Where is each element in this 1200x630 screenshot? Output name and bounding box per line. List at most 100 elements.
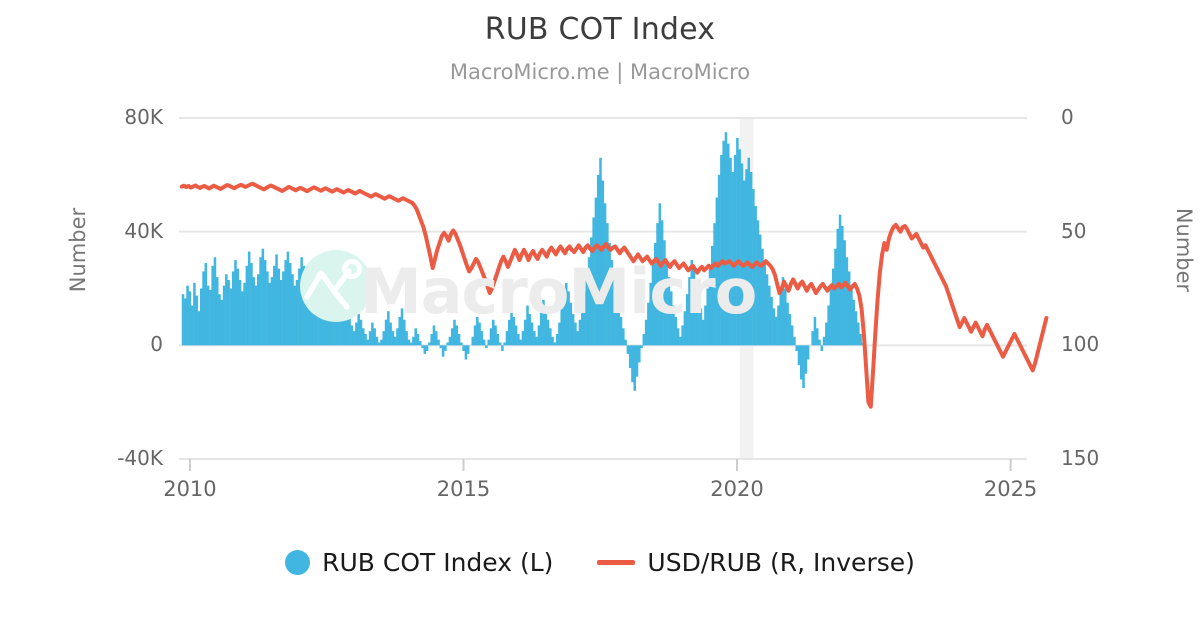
bar <box>711 245 714 346</box>
bar <box>537 325 541 346</box>
bar <box>847 271 851 346</box>
bar <box>209 289 212 346</box>
bar <box>663 240 666 346</box>
bar <box>669 291 673 346</box>
bar <box>359 319 363 346</box>
bar <box>587 257 591 346</box>
bar <box>482 339 486 346</box>
bar <box>790 325 794 346</box>
bar <box>480 331 484 346</box>
bar <box>628 345 632 369</box>
bar <box>473 325 477 346</box>
bar <box>813 316 817 346</box>
bar <box>512 316 516 346</box>
bar <box>713 223 716 346</box>
bar <box>843 240 846 346</box>
bar <box>528 314 532 346</box>
bar <box>357 314 360 346</box>
bar <box>610 260 614 346</box>
bar <box>820 345 824 352</box>
bar <box>371 322 374 346</box>
bar <box>215 277 219 346</box>
bar <box>407 339 411 346</box>
bar <box>206 285 210 346</box>
bar <box>489 328 493 346</box>
bar <box>649 282 652 346</box>
bar <box>234 260 237 346</box>
bar <box>441 345 445 357</box>
bar <box>736 137 739 346</box>
bar <box>665 260 668 346</box>
bar <box>250 262 253 346</box>
legend-item-usd-rub[interactable]: USD/RUB (R, Inverse) <box>597 548 915 577</box>
bar <box>466 345 470 354</box>
x-tick-2020: 2020 <box>710 477 764 501</box>
bar <box>453 319 456 346</box>
bar <box>831 268 835 346</box>
bar <box>478 322 481 346</box>
bar <box>569 302 573 346</box>
bar <box>341 319 344 346</box>
bar <box>679 336 682 346</box>
bar <box>195 295 198 346</box>
bar <box>186 285 189 346</box>
bar <box>724 132 728 346</box>
bar <box>218 294 221 346</box>
bar <box>749 171 753 346</box>
bar <box>428 342 431 346</box>
bar <box>334 299 338 346</box>
bar <box>720 154 723 346</box>
bar <box>350 325 354 346</box>
bar <box>450 328 454 346</box>
bar <box>336 305 340 346</box>
bar <box>779 291 783 346</box>
legend-label-rub-cot-index: RUB COT Index (L) <box>322 548 554 577</box>
bar <box>384 319 388 346</box>
bar <box>827 305 830 346</box>
y-tick-right-3: 150 <box>1061 446 1100 470</box>
bar <box>549 328 552 346</box>
legend-item-rub-cot-index[interactable]: RUB COT Index (L) <box>285 548 553 577</box>
bar <box>706 288 709 346</box>
bar <box>245 265 249 346</box>
bar <box>277 268 281 346</box>
bar <box>685 294 689 346</box>
bar <box>421 345 424 349</box>
bar <box>578 319 582 346</box>
x-tick-2025: 2025 <box>983 477 1038 501</box>
bar <box>261 248 265 346</box>
bar <box>615 288 618 346</box>
chart-subtitle: MacroMicro.me | MacroMicro <box>449 60 751 84</box>
x-axis <box>188 459 1012 471</box>
bar <box>462 345 465 352</box>
bar <box>603 203 607 346</box>
bar <box>701 319 705 346</box>
bar <box>238 279 242 346</box>
bar <box>284 260 287 346</box>
bar <box>539 311 543 346</box>
bar <box>355 322 358 346</box>
bar <box>553 342 557 346</box>
bar <box>644 319 648 346</box>
bar <box>740 163 744 346</box>
chart-legend: RUB COT Index (L) USD/RUB (R, Inverse) <box>0 548 1200 577</box>
y-tick-left-2: 0 <box>150 332 163 357</box>
y-tick-left-3: -40K <box>117 446 163 470</box>
bar <box>838 214 842 346</box>
bar <box>519 339 522 346</box>
bar <box>434 331 438 346</box>
bar <box>419 341 422 346</box>
bar <box>476 316 479 346</box>
bar <box>257 274 260 346</box>
bar <box>859 333 862 346</box>
y-axis-right-title: Number <box>1172 207 1196 293</box>
bar <box>220 299 224 346</box>
bar <box>733 154 737 346</box>
bar <box>722 140 725 346</box>
bar <box>804 345 808 374</box>
bar <box>565 282 568 346</box>
bar <box>455 325 459 346</box>
bar <box>291 274 294 346</box>
watermark-text: MacroMicro <box>360 255 757 328</box>
bar <box>777 305 780 346</box>
